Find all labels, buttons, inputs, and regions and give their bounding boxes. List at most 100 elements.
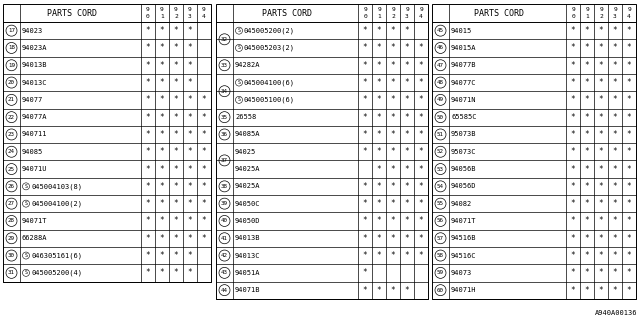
Text: *: * (627, 234, 631, 243)
Text: *: * (627, 182, 631, 191)
Text: *: * (377, 286, 381, 295)
Text: *: * (612, 78, 618, 87)
Text: *: * (377, 251, 381, 260)
Text: 42: 42 (221, 253, 228, 258)
Text: *: * (146, 216, 150, 226)
Text: *: * (160, 61, 164, 70)
Text: *: * (627, 216, 631, 226)
Text: *: * (363, 95, 367, 104)
Text: *: * (612, 130, 618, 139)
Text: *: * (188, 182, 192, 191)
Text: *: * (390, 61, 396, 70)
Text: *: * (598, 95, 604, 104)
Text: 28: 28 (8, 219, 15, 223)
Text: *: * (188, 251, 192, 260)
Text: *: * (598, 182, 604, 191)
Text: *: * (585, 61, 589, 70)
Text: 52: 52 (437, 149, 444, 154)
Text: *: * (188, 199, 192, 208)
Text: *: * (363, 182, 367, 191)
Text: *: * (173, 182, 179, 191)
Text: 045004103(8): 045004103(8) (31, 183, 82, 189)
Text: *: * (419, 113, 423, 122)
Text: *: * (612, 61, 618, 70)
Text: 4: 4 (627, 14, 631, 20)
Text: *: * (571, 147, 575, 156)
Text: 33: 33 (221, 63, 228, 68)
Text: *: * (377, 44, 381, 52)
Text: 25: 25 (8, 166, 15, 172)
Text: *: * (146, 113, 150, 122)
Text: 22: 22 (8, 115, 15, 120)
Text: 94073: 94073 (451, 270, 472, 276)
Text: *: * (627, 147, 631, 156)
Text: *: * (146, 95, 150, 104)
Text: *: * (173, 164, 179, 173)
Text: *: * (160, 26, 164, 35)
Text: *: * (612, 182, 618, 191)
Text: 34: 34 (221, 89, 228, 94)
Text: *: * (146, 182, 150, 191)
Text: *: * (571, 78, 575, 87)
Text: *: * (419, 130, 423, 139)
Text: *: * (363, 234, 367, 243)
Text: *: * (627, 61, 631, 70)
Text: 24: 24 (8, 149, 15, 154)
Text: *: * (160, 268, 164, 277)
Text: *: * (585, 78, 589, 87)
Text: *: * (585, 164, 589, 173)
Text: *: * (419, 61, 423, 70)
Text: *: * (363, 26, 367, 35)
Text: *: * (188, 44, 192, 52)
Text: 54: 54 (437, 184, 444, 189)
Text: *: * (173, 147, 179, 156)
Text: 32: 32 (221, 37, 228, 42)
Text: *: * (612, 216, 618, 226)
Bar (3, 4, 211, 282)
Text: 37: 37 (221, 158, 228, 163)
Text: *: * (202, 182, 206, 191)
Text: *: * (363, 199, 367, 208)
Text: 36: 36 (221, 132, 228, 137)
Text: *: * (363, 251, 367, 260)
Text: *: * (160, 95, 164, 104)
Text: PARTS CORD: PARTS CORD (474, 9, 524, 18)
Text: *: * (627, 78, 631, 87)
Text: *: * (188, 61, 192, 70)
Text: *: * (173, 95, 179, 104)
Text: 21: 21 (8, 97, 15, 102)
Text: 94025A: 94025A (235, 166, 260, 172)
Text: *: * (390, 286, 396, 295)
Text: 94023A: 94023A (22, 45, 47, 51)
Text: *: * (419, 44, 423, 52)
Text: *: * (390, 26, 396, 35)
Text: 39: 39 (221, 201, 228, 206)
Text: *: * (571, 268, 575, 277)
Text: 94025A: 94025A (235, 183, 260, 189)
Text: 9: 9 (146, 7, 150, 12)
Text: *: * (571, 251, 575, 260)
Text: *: * (404, 26, 410, 35)
Text: *: * (571, 164, 575, 173)
Text: 66288A: 66288A (22, 235, 47, 241)
Text: *: * (419, 182, 423, 191)
Text: S: S (24, 184, 28, 189)
Text: *: * (390, 130, 396, 139)
Text: 17: 17 (8, 28, 15, 33)
Text: *: * (173, 130, 179, 139)
Text: *: * (585, 216, 589, 226)
Text: 20: 20 (8, 80, 15, 85)
Text: 9: 9 (405, 7, 409, 12)
Text: *: * (627, 130, 631, 139)
Text: *: * (585, 199, 589, 208)
Text: *: * (363, 286, 367, 295)
Text: 9: 9 (627, 7, 631, 12)
Text: *: * (390, 147, 396, 156)
Text: *: * (404, 113, 410, 122)
Text: S: S (237, 97, 241, 102)
Text: *: * (404, 95, 410, 104)
Text: 045004100(6): 045004100(6) (244, 79, 295, 86)
Text: 9: 9 (363, 7, 367, 12)
Text: 94071T: 94071T (451, 218, 477, 224)
Text: 41: 41 (221, 236, 228, 241)
